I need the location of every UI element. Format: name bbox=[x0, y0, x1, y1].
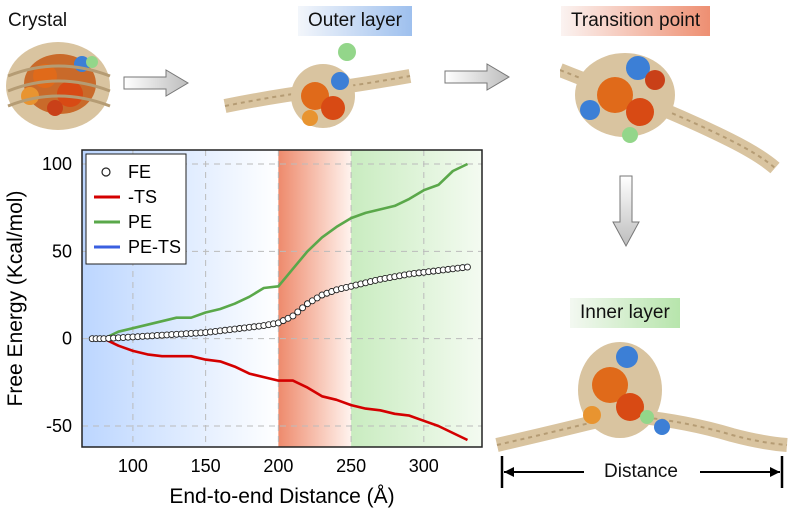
crystal-label: Crystal bbox=[8, 10, 68, 31]
plot-frame bbox=[81, 149, 483, 448]
x-tick-label: 200 bbox=[263, 456, 293, 476]
outer-layer-label: Outer layer bbox=[298, 6, 412, 36]
region-green bbox=[351, 150, 482, 447]
arrow-right-icon-1 bbox=[123, 69, 189, 97]
ts-line bbox=[92, 337, 469, 442]
outer-layer-nucleosome-image bbox=[223, 43, 412, 128]
transition-point-label: Transition point bbox=[561, 6, 711, 36]
x-axis-label: End-to-end Distance (Å) bbox=[169, 485, 394, 508]
chart-legend: FE -TS PE PE-TS bbox=[85, 153, 187, 265]
y-axis-label: Free Energy (Kcal/mol) bbox=[4, 191, 27, 407]
inner-layer-nucleosome-image bbox=[495, 342, 788, 452]
distance-label: Distance bbox=[604, 461, 678, 482]
fe-marker bbox=[464, 263, 471, 271]
y-tick-label: -50 bbox=[46, 416, 72, 436]
x-tick-label: 250 bbox=[336, 456, 366, 476]
y-tick-label: 50 bbox=[52, 241, 72, 261]
arrow-right-icon-2 bbox=[444, 63, 510, 91]
legend-label-fe: FE bbox=[128, 162, 151, 182]
fe-marker bbox=[289, 312, 297, 320]
crystal-nucleosome-image bbox=[6, 42, 111, 130]
legend-marker-fe bbox=[101, 167, 111, 177]
legend-label-ts: -TS bbox=[128, 187, 157, 207]
pe-line bbox=[92, 162, 469, 340]
legend-label-pets: PE-TS bbox=[128, 237, 181, 257]
fe-marker bbox=[299, 304, 307, 312]
y-tick-label: 0 bbox=[62, 329, 72, 349]
x-tick-label: 100 bbox=[118, 456, 148, 476]
legend-label-pe: PE bbox=[128, 212, 152, 232]
arrow-down-icon bbox=[612, 175, 640, 248]
free-energy-chart: 100 150 200 250 300 -50 0 50 100 End-to-end Dist… bbox=[4, 149, 483, 508]
x-tick-label: 300 bbox=[409, 456, 439, 476]
transition-point-nucleosome-image bbox=[560, 53, 780, 174]
inner-layer-label: Inner layer bbox=[570, 298, 680, 328]
fe-marker bbox=[294, 308, 302, 316]
y-tick-label: 100 bbox=[42, 154, 72, 174]
distance-arrow bbox=[500, 456, 784, 488]
x-tick-label: 150 bbox=[191, 456, 221, 476]
